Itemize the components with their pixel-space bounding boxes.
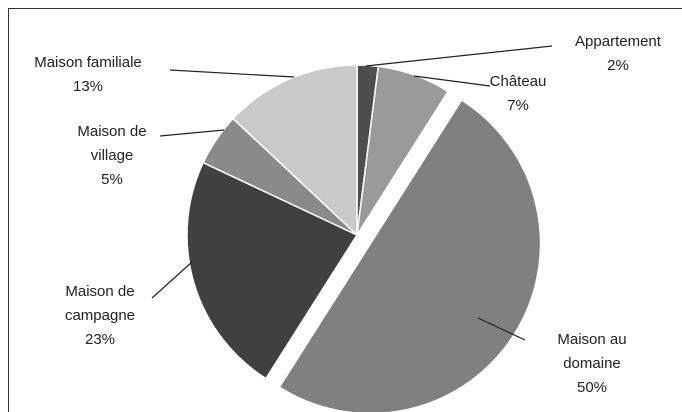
value-label: 23% — [84, 331, 116, 348]
value-label: 13% — [72, 78, 104, 95]
category-label: Appartement — [575, 33, 661, 50]
slice-label: Maison au domaine 50% — [542, 328, 642, 400]
category-label: Château — [489, 73, 547, 90]
value-label: 7% — [507, 97, 529, 114]
leader-line — [365, 45, 553, 67]
slice-label: Château 7% — [473, 70, 563, 118]
value-label: 5% — [101, 171, 123, 188]
value-label: 50% — [576, 379, 608, 396]
pie-slice — [232, 64, 358, 237]
pie-slice — [356, 65, 450, 236]
pie-slice — [186, 161, 359, 380]
slice-label: Maison familiale 13% — [3, 51, 173, 99]
slice-label: Appartement 2% — [548, 30, 682, 78]
leader-line — [159, 129, 225, 137]
leader-line — [169, 69, 295, 78]
category-label: Maison au domaine — [557, 331, 627, 372]
leader-line — [413, 75, 491, 87]
frame — [8, 8, 682, 412]
value-label: 2% — [607, 57, 629, 74]
slice-label: Maison de campagne 23% — [45, 280, 155, 352]
leader-line — [477, 317, 526, 341]
leader-line — [151, 261, 193, 299]
slice-label: Maison de village 5% — [62, 120, 162, 192]
category-label: Maison de campagne — [64, 283, 136, 324]
category-label: Maison de village — [77, 123, 147, 164]
category-label: Maison familiale — [34, 54, 142, 71]
